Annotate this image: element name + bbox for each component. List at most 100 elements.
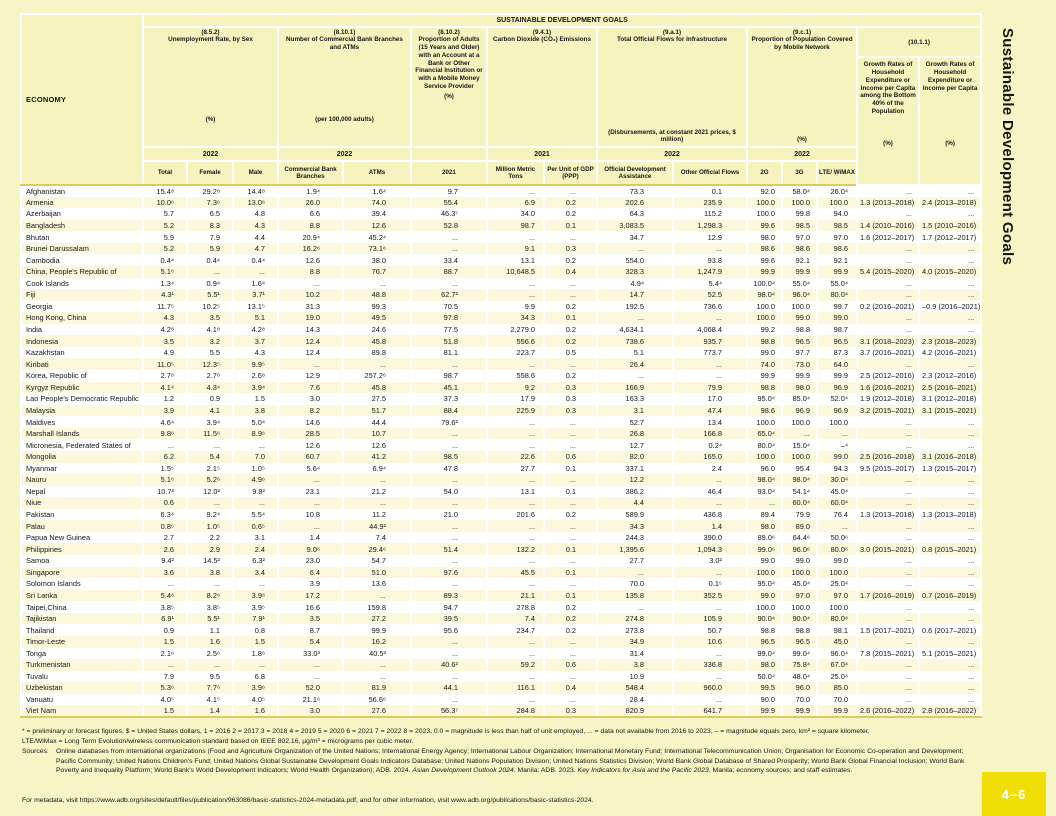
value-cell: 96.0⁶	[781, 543, 818, 555]
value-cell: 0.9⁴	[186, 277, 234, 290]
table-row: Kiribati 11.0⁵ 12.3⁵ 9.9⁵............... 26.…	[20, 358, 983, 370]
value-cell: 52.8	[410, 219, 488, 232]
value-cell: 45.0⁴	[781, 578, 818, 590]
economy-name: Philippines	[20, 543, 144, 555]
value-cell: 4.4	[232, 231, 279, 243]
year-cell	[410, 146, 488, 162]
value-cell: ...	[543, 427, 598, 440]
value-cell: ...	[856, 416, 920, 428]
value-cell: 1.6⁴	[342, 185, 412, 197]
value-cell: 17.2	[277, 589, 344, 602]
value-cell: 10,648.5	[486, 265, 545, 278]
value-cell: 4.3	[232, 219, 279, 232]
value-cell: ...	[917, 242, 983, 255]
indicator-unit: (Disbursements, at constant 2021 prices,…	[608, 129, 736, 143]
value-cell: ...	[672, 242, 748, 255]
value-cell: 99.6	[746, 254, 783, 266]
value-cell: 45.8	[342, 381, 412, 394]
value-cell: 12.3⁵	[186, 358, 234, 370]
table-row: Hong Kong, China 4.3 3.5 5.1 19.0 49.5 97.8 34.…	[20, 312, 983, 324]
value-cell: ...	[856, 323, 920, 336]
value-cell: 100.0	[746, 300, 783, 313]
value-cell: 40.5³	[342, 647, 412, 660]
table-row: Korea, Republic of 2.7⁸ 2.7⁸ 2.6⁸ 12.9 257.2⁶…	[20, 370, 983, 382]
value-cell: 1.8⁶	[232, 647, 279, 660]
value-cell: 8.3	[186, 219, 234, 232]
value-cell: 3.0²	[672, 555, 748, 567]
value-cell: 5.1	[232, 312, 279, 324]
value-cell: 45.0	[816, 635, 858, 648]
value-cell: 79.9	[781, 508, 818, 521]
value-cell: 21.2	[342, 485, 412, 498]
value-cell: ...	[410, 474, 488, 486]
value-cell: ...	[596, 601, 674, 613]
value-cell: 54.7	[342, 555, 412, 567]
column-header: 2021	[410, 160, 488, 186]
sources-text: Online databases from international orga…	[56, 747, 972, 777]
indicator-title: Carbon Dioxide (CO₂) Emissions	[493, 36, 591, 43]
source-text-segment: . Manila; ADB. 2023.	[513, 767, 578, 775]
value-cell: ...	[856, 693, 920, 706]
indicator-title: Total Official Flows for Infrastructure	[616, 36, 728, 43]
economy-name: Nepal	[20, 485, 144, 498]
column-header: Male	[232, 160, 279, 186]
value-cell: ...	[543, 578, 598, 590]
value-cell: 80.0⁶	[816, 543, 858, 555]
value-cell: 100.0	[781, 450, 818, 463]
value-cell: 9.2⁴	[186, 508, 234, 521]
value-cell: 12.6	[277, 439, 344, 451]
value-cell: 80.0⁴	[816, 289, 858, 301]
value-cell: 6.9	[486, 196, 545, 209]
value-cell: ...	[543, 289, 598, 301]
value-cell: 13.4	[672, 416, 748, 428]
value-cell: 21.0	[410, 508, 488, 521]
value-cell: 81.1	[410, 346, 488, 359]
economy-name: Myanmar	[20, 462, 144, 475]
economy-name: Brunei Darussalam	[20, 242, 144, 255]
value-cell: 3.8	[232, 404, 279, 417]
economy-name: Korea, Republic of	[20, 370, 144, 382]
value-cell: 1.2	[142, 393, 188, 405]
table-row: Nauru 5.1⁶ 5.2⁶ 4.9⁶............... 12.2... 9…	[20, 474, 983, 486]
value-cell: 1.4 (2010–2016)	[856, 219, 920, 232]
value-cell: 56.3⁷	[410, 705, 488, 718]
value-cell: ...	[410, 242, 488, 255]
value-cell: 773.7	[672, 346, 748, 359]
subgroup-header-bottom40: Growth Rates of Household Expenditure or…	[856, 56, 920, 186]
value-cell: 99.6	[746, 219, 783, 232]
value-cell: ...	[486, 289, 545, 301]
value-cell: 0.1	[543, 485, 598, 498]
value-cell: 7.8 (2015–2021)	[856, 647, 920, 660]
value-cell: 116.1	[486, 682, 545, 694]
table-row: Marshall Islands 9.8⁶ 11.5⁶ 8.9⁶ 28.5 10.7...…	[20, 427, 983, 440]
value-cell: 98.8	[746, 381, 783, 394]
value-cell: 13.6	[342, 578, 412, 590]
value-cell: 99.9	[781, 370, 818, 382]
value-cell: ...	[410, 635, 488, 648]
value-cell: 13.1⁵	[232, 300, 279, 313]
value-cell: 4.2 (2016–2021)	[917, 346, 983, 359]
value-cell: 5.1⁶	[142, 474, 188, 486]
value-cell: ...	[232, 578, 279, 590]
value-cell: ...	[596, 242, 674, 255]
value-cell: ...	[342, 589, 412, 602]
value-cell: 96.0	[781, 682, 818, 694]
table-row: Cook Islands 1.3⁴ 0.9⁴ 1.6⁴............... 4…	[20, 277, 983, 290]
column-header: Official Development Assistance	[596, 160, 674, 186]
value-cell: 96.5	[746, 635, 783, 648]
value-cell: ...	[543, 670, 598, 683]
value-cell: ...	[543, 647, 598, 660]
value-cell: ...	[543, 439, 598, 451]
value-cell: 0.1⁵	[672, 578, 748, 590]
value-cell: 1.6⁴	[232, 277, 279, 290]
column-header: Commercial Bank Branches	[277, 160, 344, 186]
value-cell: ...	[486, 497, 545, 509]
value-cell: 0.9	[186, 393, 234, 405]
value-cell: 97.7	[781, 346, 818, 359]
value-cell: 99.9	[816, 705, 858, 718]
value-cell: ...	[856, 670, 920, 683]
value-cell: 70.5	[410, 300, 488, 313]
value-cell: 8.7	[277, 624, 344, 636]
table-row: Sri Lanka 5.4⁶ 8.2⁶ 3.9⁶ 17.2... 89.3 21.1 0.1 1…	[20, 589, 983, 602]
column-header: Per Unit of GDP (PPP)	[543, 160, 598, 186]
